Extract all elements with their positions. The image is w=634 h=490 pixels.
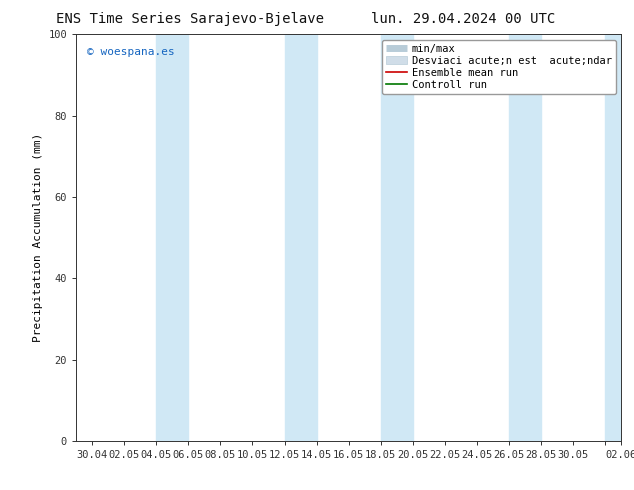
Bar	[509, 34, 541, 441]
Text: ENS Time Series Sarajevo-Bjelave: ENS Time Series Sarajevo-Bjelave	[56, 12, 324, 26]
Y-axis label: Precipitation Accumulation (mm): Precipitation Accumulation (mm)	[33, 133, 42, 343]
Bar	[285, 34, 316, 441]
Legend: min/max, Desviaci acute;n est  acute;ndar, Ensemble mean run, Controll run: min/max, Desviaci acute;n est acute;ndar…	[382, 40, 616, 94]
Bar	[381, 34, 413, 441]
Text: © woespana.es: © woespana.es	[87, 47, 175, 56]
Bar	[605, 34, 621, 441]
Bar	[156, 34, 188, 441]
Text: lun. 29.04.2024 00 UTC: lun. 29.04.2024 00 UTC	[371, 12, 555, 26]
